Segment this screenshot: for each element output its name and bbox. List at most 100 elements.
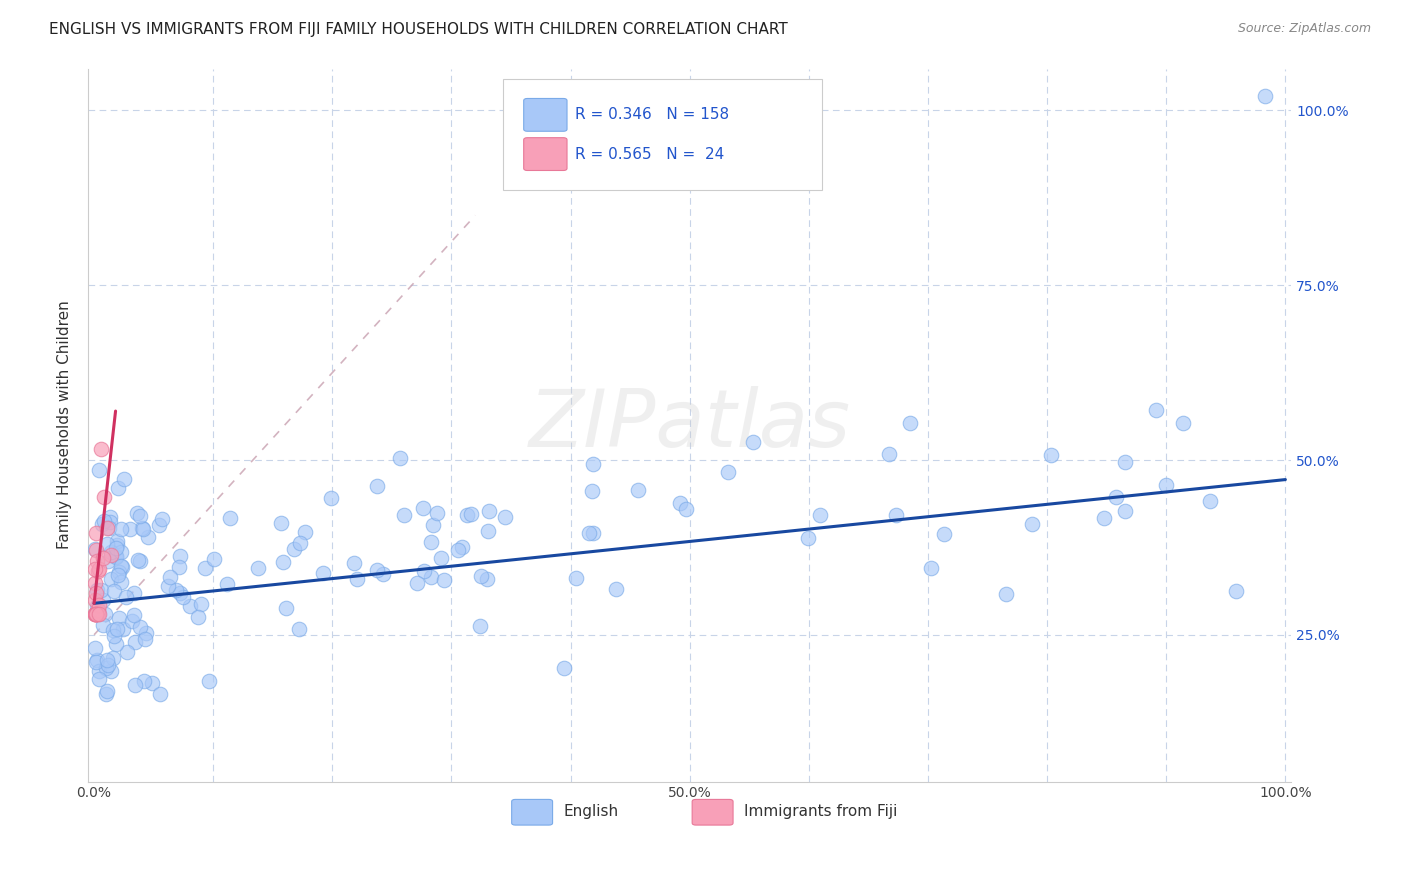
- Point: [84, 607, 107, 621]
- Point: [478, 504, 501, 518]
- Point: [100, 544, 122, 558]
- Point: [134, 632, 156, 646]
- Point: [717, 465, 740, 479]
- Point: [84, 607, 107, 621]
- Point: [148, 517, 170, 532]
- Point: [93, 514, 115, 528]
- Text: R = 0.565   N =  24: R = 0.565 N = 24: [575, 146, 724, 161]
- Point: [84, 607, 107, 621]
- Point: [86, 582, 108, 597]
- Point: [105, 538, 128, 552]
- Point: [84, 655, 107, 669]
- Point: [125, 507, 148, 521]
- Point: [420, 535, 443, 549]
- Point: [995, 586, 1018, 600]
- Point: [98, 520, 121, 534]
- Point: [1171, 416, 1194, 430]
- Point: [288, 536, 311, 550]
- Point: [1040, 448, 1063, 462]
- Point: [388, 450, 411, 465]
- Point: [124, 678, 146, 692]
- Point: [104, 549, 127, 564]
- Point: [312, 566, 335, 580]
- Point: [294, 524, 316, 539]
- Point: [215, 576, 238, 591]
- Point: [270, 516, 292, 530]
- Point: [920, 561, 942, 575]
- Point: [898, 416, 921, 430]
- Point: [582, 457, 605, 471]
- Point: [96, 521, 118, 535]
- Point: [194, 561, 217, 575]
- Point: [477, 524, 499, 538]
- Point: [150, 511, 173, 525]
- Point: [406, 575, 429, 590]
- Point: [553, 661, 575, 675]
- Point: [108, 565, 131, 579]
- Point: [456, 508, 478, 523]
- Point: [433, 574, 456, 588]
- Point: [97, 658, 120, 673]
- Point: [94, 661, 117, 675]
- Point: [136, 530, 159, 544]
- Point: [202, 551, 225, 566]
- Point: [96, 536, 118, 550]
- Point: [247, 561, 270, 575]
- FancyBboxPatch shape: [692, 799, 733, 825]
- Point: [105, 541, 128, 555]
- Point: [86, 564, 108, 578]
- Point: [97, 554, 120, 568]
- Point: [100, 548, 122, 562]
- FancyBboxPatch shape: [523, 98, 567, 131]
- Text: Source: ZipAtlas.com: Source: ZipAtlas.com: [1237, 22, 1371, 36]
- Point: [100, 664, 122, 678]
- Point: [87, 562, 110, 576]
- Point: [157, 579, 180, 593]
- Point: [447, 543, 470, 558]
- Point: [103, 630, 125, 644]
- Text: Immigrants from Fiji: Immigrants from Fiji: [744, 804, 897, 819]
- Point: [675, 502, 697, 516]
- Point: [104, 549, 127, 564]
- Point: [165, 582, 187, 597]
- Point: [86, 605, 108, 619]
- Point: [110, 575, 132, 590]
- Point: [108, 611, 131, 625]
- FancyBboxPatch shape: [503, 79, 823, 190]
- Point: [412, 564, 434, 578]
- Point: [366, 479, 388, 493]
- Point: [87, 598, 110, 612]
- Point: [86, 653, 108, 667]
- Point: [120, 521, 142, 535]
- Point: [172, 591, 194, 605]
- Point: [131, 521, 153, 535]
- Point: [343, 556, 366, 570]
- Point: [107, 568, 129, 582]
- Point: [84, 576, 107, 591]
- Point: [122, 586, 145, 600]
- Point: [124, 635, 146, 649]
- Point: [1105, 490, 1128, 504]
- Point: [84, 607, 107, 621]
- Point: [169, 549, 191, 564]
- Point: [96, 653, 118, 667]
- Point: [1144, 403, 1167, 417]
- Point: [89, 673, 111, 687]
- Point: [84, 541, 107, 556]
- Point: [115, 645, 138, 659]
- Y-axis label: Family Households with Children: Family Households with Children: [58, 301, 72, 549]
- Point: [86, 543, 108, 558]
- Point: [271, 555, 294, 569]
- Point: [101, 623, 124, 637]
- Text: ENGLISH VS IMMIGRANTS FROM FIJI FAMILY HOUSEHOLDS WITH CHILDREN CORRELATION CHAR: ENGLISH VS IMMIGRANTS FROM FIJI FAMILY H…: [49, 22, 787, 37]
- Point: [429, 551, 451, 566]
- Point: [91, 516, 114, 531]
- Point: [808, 508, 831, 522]
- Point: [93, 593, 115, 607]
- Text: ZIPatlas: ZIPatlas: [529, 386, 851, 464]
- Point: [346, 572, 368, 586]
- Point: [135, 625, 157, 640]
- Point: [128, 620, 150, 634]
- Point: [932, 527, 955, 541]
- Point: [169, 586, 191, 600]
